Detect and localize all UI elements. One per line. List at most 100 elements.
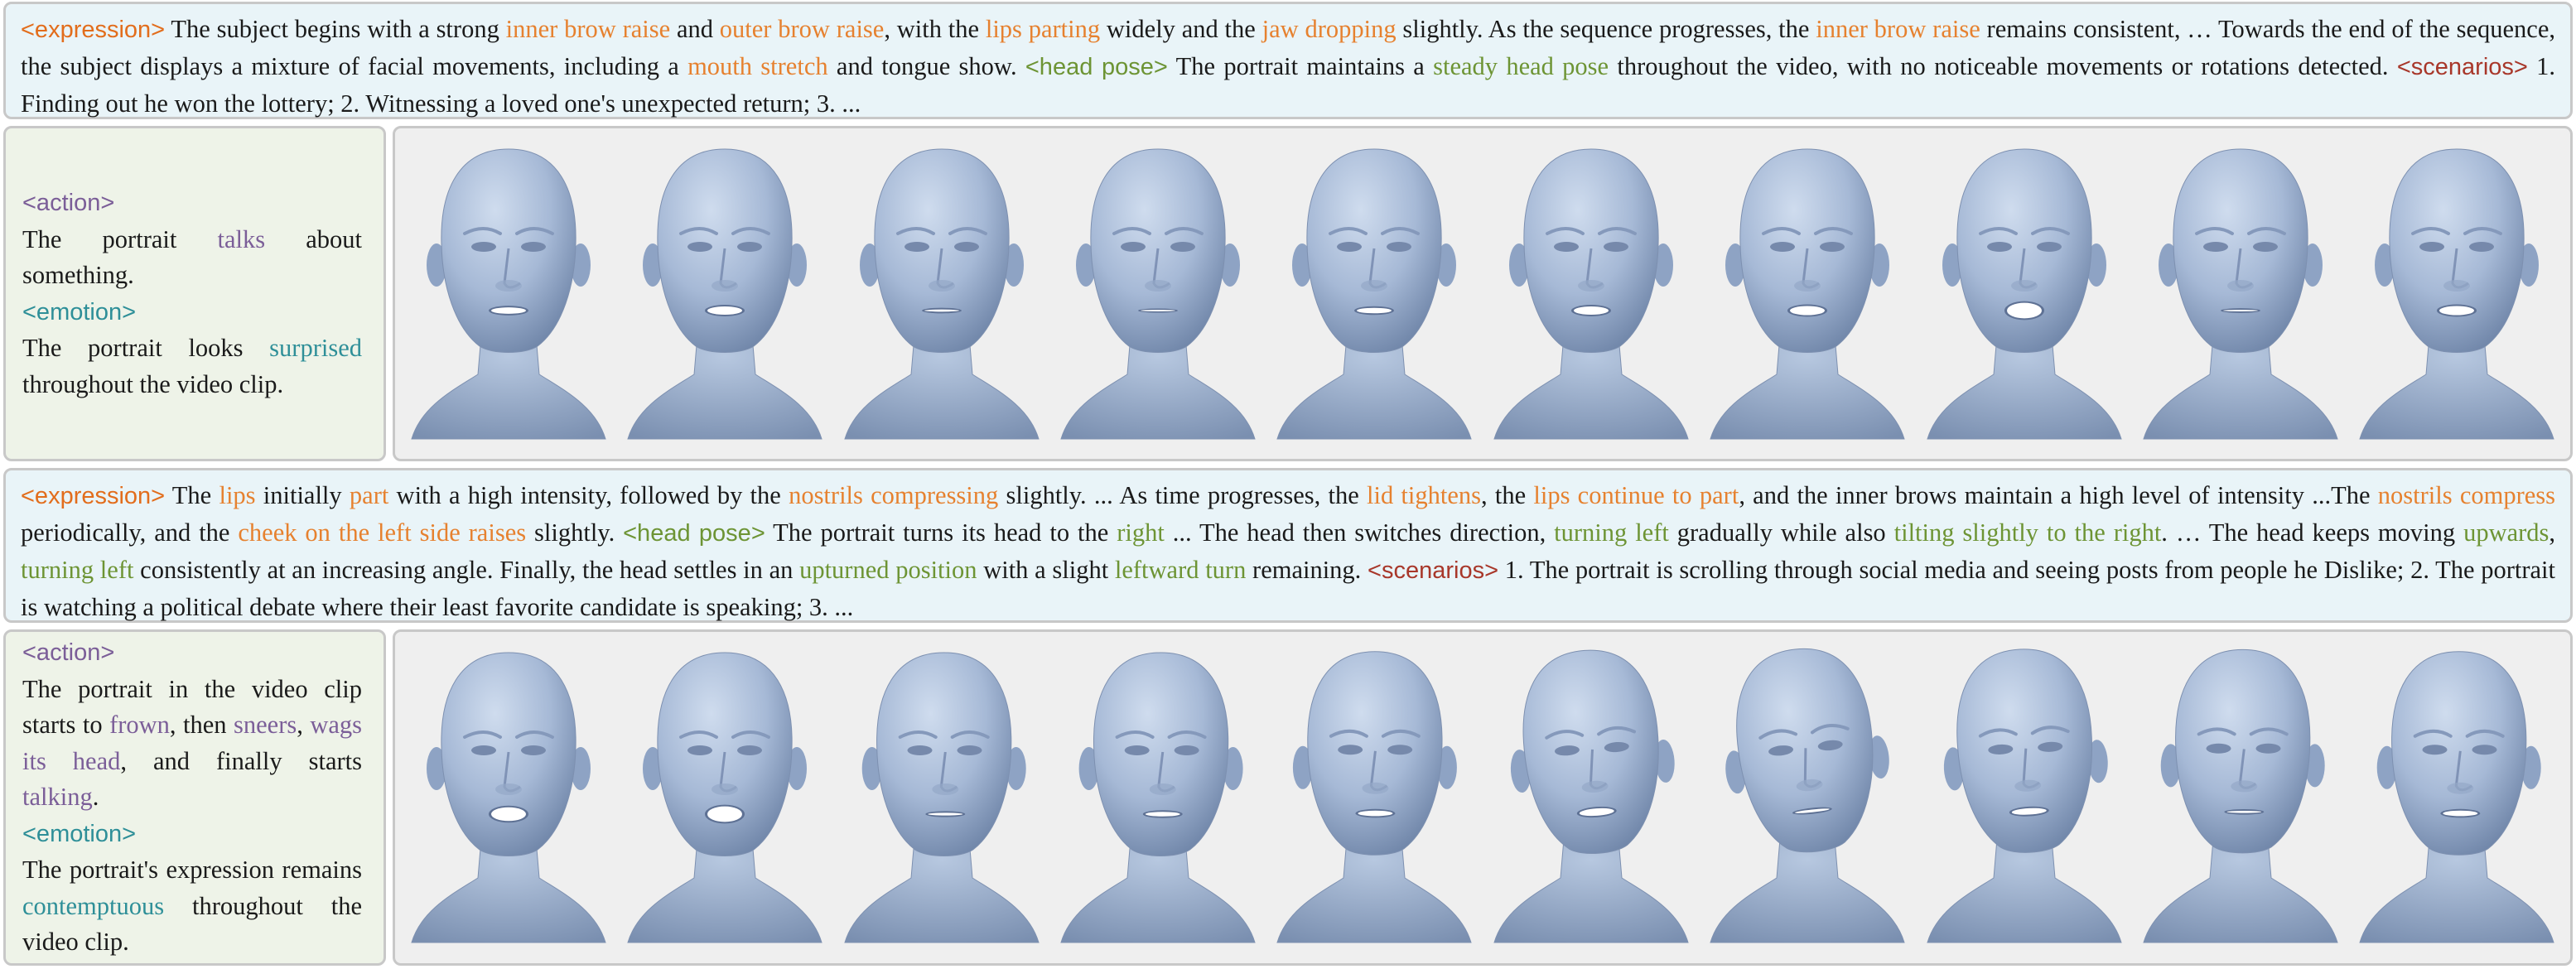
section-tag: <scenarios> <box>2396 54 2528 80</box>
text-segment: jaw dropping <box>1261 15 1397 43</box>
text-segment: cheek on the left side raises <box>238 518 527 547</box>
text-segment: surprised <box>269 334 362 362</box>
text-segment: frown <box>109 711 170 740</box>
face-frame-5 <box>1266 128 1483 459</box>
text-segment: upturned position <box>799 556 977 584</box>
text-segment: nostrils compress <box>2377 481 2556 509</box>
face-frame-1 <box>400 632 616 963</box>
text-segment: The <box>165 481 219 509</box>
text-segment: consistently at an increasing angle. Fin… <box>133 556 800 584</box>
text-segment: , and finally starts <box>120 746 362 775</box>
text-segment: 1. Finding out he won the lottery; 2. Wi… <box>21 52 2556 118</box>
text-segment: steady head pose <box>1433 52 1609 80</box>
text-segment: remaining. <box>1246 556 1368 584</box>
row2-description-text: <expression> The lips initially part wit… <box>6 470 2570 625</box>
text-segment: tilting slightly to the right <box>1893 518 2162 547</box>
text-segment: , <box>297 711 311 740</box>
text-segment: , and the inner brows maintain a high le… <box>1739 481 2378 509</box>
section-tag: <head pose> <box>623 520 765 547</box>
head-mesh-frame-2 <box>627 147 822 439</box>
face-frame-8 <box>1916 128 2132 459</box>
row2-description-box: <expression> The lips initially part wit… <box>3 468 2573 623</box>
text-segment: talks <box>217 224 266 253</box>
text-segment: remains consistent, … Towards the end of… <box>21 15 2555 80</box>
head-mesh-frame-3 <box>843 652 1040 943</box>
text-segment: . <box>92 783 99 812</box>
text-segment: turning left <box>1554 518 1669 547</box>
text-segment: and tongue show. <box>827 52 1025 80</box>
text-segment: about something. <box>22 224 362 290</box>
text-segment: The portrait's expression remains <box>22 856 362 885</box>
head-mesh-frame-2 <box>627 652 822 943</box>
face-frame-3 <box>833 632 1049 963</box>
face-frame-2 <box>616 632 832 963</box>
text-segment: wags its head <box>22 711 363 775</box>
face-frame-10 <box>2349 128 2565 459</box>
row2-face-strip <box>393 629 2573 966</box>
section-tag: <head pose> <box>1025 54 1168 80</box>
head-mesh-frame-10 <box>2359 651 2555 943</box>
row2-faces <box>395 632 2570 963</box>
text-segment: talking <box>22 783 93 812</box>
head-mesh-frame-7 <box>1710 147 1905 439</box>
text-segment: inner brow raise <box>1816 15 1980 43</box>
text-segment: , <box>2549 518 2556 547</box>
face-frame-1 <box>400 128 616 459</box>
face-frame-9 <box>2132 632 2348 963</box>
head-mesh-frame-1 <box>411 147 606 439</box>
text-segment: lips <box>219 481 256 509</box>
text-segment: , with the <box>884 15 986 43</box>
row2-action-emotion-text: <action> The portrait in the video clip s… <box>6 634 384 961</box>
face-frame-6 <box>1483 128 1699 459</box>
face-frame-4 <box>1049 128 1266 459</box>
section-tag: <scenarios> <box>1368 557 1499 584</box>
text-segment: The portrait turns its head to the <box>765 518 1117 547</box>
text-segment: turning left <box>21 556 134 584</box>
text-segment: gradually while also <box>1668 518 1894 547</box>
text-segment: The subject begins with a strong <box>165 15 506 43</box>
head-mesh-frame-9 <box>2143 147 2338 439</box>
text-segment: . … The head keeps moving <box>2161 518 2464 547</box>
text-segment: part <box>349 481 389 509</box>
head-mesh-frame-7 <box>1710 648 1905 943</box>
text-segment: inner brow raise <box>505 15 671 43</box>
row1-side-panel: <action> The portrait talks about somethi… <box>3 126 386 461</box>
text-segment: periodically, and the <box>21 518 239 547</box>
text-segment: initially <box>255 481 350 509</box>
row1-description-box: <expression> The subject begins with a s… <box>3 2 2573 119</box>
text-segment: ... The head then switches direction, <box>1164 518 1555 547</box>
text-segment: nostrils compressing <box>789 481 999 509</box>
text-segment: , the <box>1481 481 1534 509</box>
head-mesh-frame-8 <box>1926 147 2122 439</box>
text-segment: throughout the video clip. <box>22 891 362 957</box>
face-frame-4 <box>1049 632 1266 963</box>
text-segment: upwards <box>2463 518 2549 547</box>
face-frame-7 <box>1699 128 1915 459</box>
text-segment: The portrait in the video clip starts to <box>22 674 362 740</box>
head-mesh-frame-1 <box>411 652 606 943</box>
text-segment: contemptuous <box>22 891 165 920</box>
row1-description-text: <expression> The subject begins with a s… <box>6 4 2570 122</box>
head-mesh-frame-9 <box>2143 648 2338 943</box>
head-mesh-frame-3 <box>843 147 1040 439</box>
text-segment: slightly. ... As time progresses, the <box>998 481 1367 509</box>
head-mesh-frame-5 <box>1276 651 1473 943</box>
head-mesh-frame-6 <box>1493 649 1689 943</box>
text-segment: lips parting <box>985 15 1101 43</box>
text-segment: 1. The portrait is scrolling through soc… <box>21 556 2555 621</box>
text-segment: lid tightens <box>1367 481 1482 509</box>
face-frame-2 <box>616 128 832 459</box>
section-tag: <expression> <box>21 483 166 509</box>
face-frame-10 <box>2349 632 2565 963</box>
text-segment: right <box>1117 518 1165 547</box>
head-mesh-frame-4 <box>1060 147 1256 439</box>
head-mesh-frame-10 <box>2359 147 2555 439</box>
section-tag: <emotion> <box>22 820 137 847</box>
text-segment: slightly. <box>526 518 624 547</box>
face-frame-6 <box>1483 632 1699 963</box>
text-segment: and <box>670 15 720 43</box>
text-segment: mouth stretch <box>687 52 828 80</box>
row1-action-emotion-text: <action> The portrait talks about somethi… <box>6 185 384 403</box>
text-segment: outer brow raise <box>719 15 885 43</box>
text-segment: throughout the video clip. <box>22 369 284 398</box>
